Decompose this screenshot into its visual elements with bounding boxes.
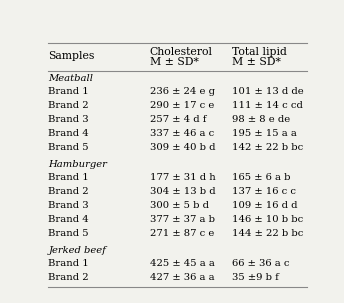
Text: 271 ± 87 c e: 271 ± 87 c e	[150, 229, 214, 238]
Text: Samples: Samples	[48, 51, 95, 61]
Text: Brand 4: Brand 4	[48, 215, 89, 224]
Text: Brand 3: Brand 3	[48, 115, 89, 124]
Text: 137 ± 16 c c: 137 ± 16 c c	[232, 187, 296, 196]
Text: 142 ± 22 b bc: 142 ± 22 b bc	[232, 143, 303, 152]
Text: 177 ± 31 d h: 177 ± 31 d h	[150, 173, 215, 182]
Text: 427 ± 36 a a: 427 ± 36 a a	[150, 273, 214, 282]
Text: Meatball: Meatball	[48, 74, 93, 83]
Text: Cholesterol: Cholesterol	[150, 47, 213, 57]
Text: Brand 1: Brand 1	[48, 173, 89, 182]
Text: Jerked beef: Jerked beef	[48, 246, 106, 255]
Text: M ± SD*: M ± SD*	[150, 57, 198, 67]
Text: 195 ± 15 a a: 195 ± 15 a a	[232, 129, 297, 138]
Text: 146 ± 10 b bc: 146 ± 10 b bc	[232, 215, 303, 224]
Text: 309 ± 40 b d: 309 ± 40 b d	[150, 143, 215, 152]
Text: 425 ± 45 a a: 425 ± 45 a a	[150, 259, 215, 268]
Text: 165 ± 6 a b: 165 ± 6 a b	[232, 173, 291, 182]
Text: Brand 2: Brand 2	[48, 187, 89, 196]
Text: Hamburger: Hamburger	[48, 160, 107, 169]
Text: Total lipid: Total lipid	[232, 47, 287, 57]
Text: Brand 5: Brand 5	[48, 143, 89, 152]
Text: Brand 5: Brand 5	[48, 229, 89, 238]
Text: 290 ± 17 c e: 290 ± 17 c e	[150, 101, 214, 110]
Text: 304 ± 13 b d: 304 ± 13 b d	[150, 187, 215, 196]
Text: 98 ± 8 e de: 98 ± 8 e de	[232, 115, 291, 124]
Text: 257 ± 4 d f: 257 ± 4 d f	[150, 115, 206, 124]
Text: 101 ± 13 d de: 101 ± 13 d de	[232, 87, 304, 96]
Text: 109 ± 16 d d: 109 ± 16 d d	[232, 201, 298, 210]
Text: M ± SD*: M ± SD*	[232, 57, 281, 67]
Text: 144 ± 22 b bc: 144 ± 22 b bc	[232, 229, 304, 238]
Text: 66 ± 36 a c: 66 ± 36 a c	[232, 259, 290, 268]
Text: 337 ± 46 a c: 337 ± 46 a c	[150, 129, 214, 138]
Text: Brand 2: Brand 2	[48, 101, 89, 110]
Text: Brand 4: Brand 4	[48, 129, 89, 138]
Text: Brand 2: Brand 2	[48, 273, 89, 282]
Text: 300 ± 5 b d: 300 ± 5 b d	[150, 201, 209, 210]
Text: Brand 1: Brand 1	[48, 259, 89, 268]
Text: 111 ± 14 c cd: 111 ± 14 c cd	[232, 101, 303, 110]
Text: Brand 1: Brand 1	[48, 87, 89, 96]
Text: Brand 3: Brand 3	[48, 201, 89, 210]
Text: 35 ±9 b f: 35 ±9 b f	[232, 273, 279, 282]
Text: 236 ± 24 e g: 236 ± 24 e g	[150, 87, 215, 96]
Text: 377 ± 37 a b: 377 ± 37 a b	[150, 215, 215, 224]
